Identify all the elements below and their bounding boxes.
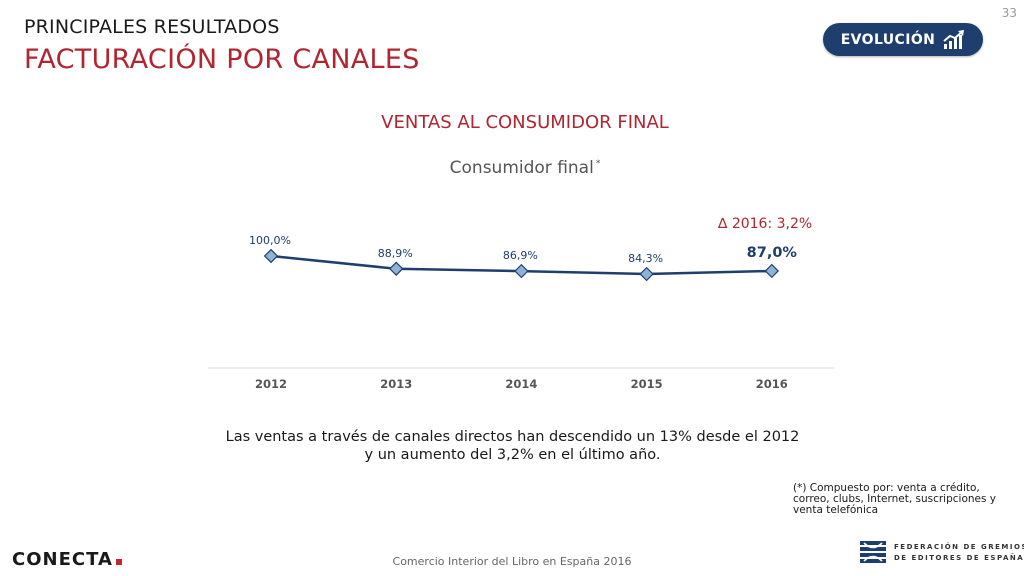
data-label: 84,3% — [628, 252, 663, 265]
page-title: FACTURACIÓN POR CANALES — [24, 44, 420, 75]
footer-source: Comercio Interior del Libro en España 20… — [392, 555, 632, 568]
footnote: (*) Compuesto por: venta a crédito, corr… — [793, 483, 1018, 516]
summary-text: Las ventas a través de canales directos … — [150, 428, 875, 464]
summary-line-1: Las ventas a través de canales directos … — [225, 429, 800, 445]
data-point — [263, 248, 279, 264]
fge-logo-text: FEDERACIÓN DE GREMIOS DE EDITORES DE ESP… — [894, 542, 1024, 564]
x-tick-label: 2013 — [380, 377, 412, 391]
conecta-logo-dot — [115, 559, 122, 565]
evolution-button[interactable]: EVOLUCIÓN — [823, 23, 983, 56]
data-point — [639, 266, 654, 282]
page-number: 33 — [1001, 6, 1017, 20]
chart-title-mark: * — [595, 159, 601, 170]
x-tick-label: 2012 — [255, 377, 287, 391]
conecta-logo: CONECTA — [12, 549, 122, 570]
section-title: PRINCIPALES RESULTADOS — [24, 16, 280, 38]
summary-line-2: y un aumento del 3,2% en el último año. — [364, 447, 661, 463]
chart-annotation: ∆ 2016: 3,2% — [718, 216, 813, 232]
data-point — [388, 261, 404, 276]
x-tick-label: 2014 — [505, 377, 537, 391]
fge-logo-line-1: FEDERACIÓN DE GREMIOS — [894, 543, 1024, 551]
data-point — [514, 263, 529, 279]
data-label: 88,9% — [378, 247, 413, 260]
chart-up-icon — [943, 29, 965, 49]
chart-heading: VENTAS AL CONSUMIDOR FINAL — [381, 112, 669, 133]
fge-logo: FEDERACIÓN DE GREMIOS DE EDITORES DE ESP… — [860, 541, 1024, 565]
footnote-line-3: venta telefónica — [793, 504, 879, 516]
x-tick-label: 2016 — [756, 377, 788, 391]
chart-title: Consumidor final * — [0, 158, 1024, 178]
footnote-line-1: (*) Compuesto por: venta a crédito, — [793, 482, 980, 494]
data-label: 100,0% — [249, 234, 291, 247]
evolution-button-label: EVOLUCIÓN — [840, 31, 936, 48]
data-label: 86,9% — [503, 249, 538, 262]
x-tick-label: 2015 — [631, 377, 663, 391]
data-point — [764, 263, 780, 279]
footnote-line-2: correo, clubs, Internet, suscripciones y — [793, 493, 997, 505]
fge-logo-line-2: DE EDITORES DE ESPAÑA — [894, 554, 1024, 562]
fge-emblem-icon — [860, 541, 886, 563]
conecta-logo-text: CONECTA — [12, 549, 113, 570]
data-label: 87,0% — [747, 245, 798, 261]
chart-title-text: Consumidor final — [449, 158, 594, 178]
